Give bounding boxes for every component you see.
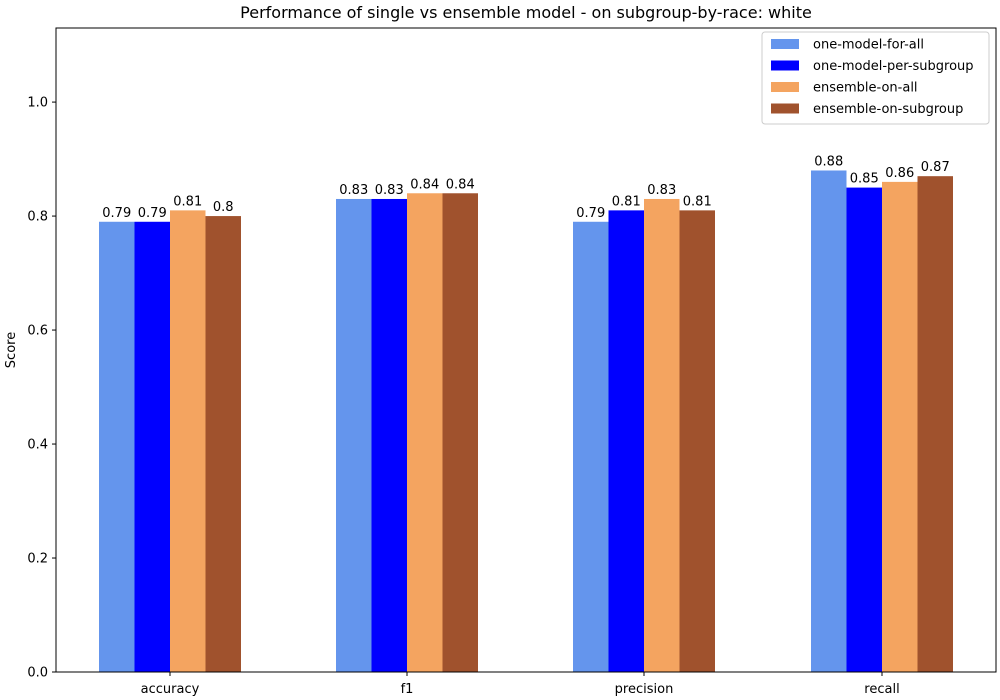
bar-one-model-per-subgroup-accuracy bbox=[134, 221, 170, 672]
legend-box bbox=[761, 31, 990, 125]
legend: one-model-for-all one-model-per-subgroup e… bbox=[761, 31, 990, 125]
y-tick-label: 0.0 bbox=[27, 666, 48, 681]
data-label: 0.86 bbox=[885, 166, 914, 181]
y-tick-label: 0.4 bbox=[27, 438, 48, 453]
y-tick-label: 0.2 bbox=[27, 552, 48, 567]
y-tick-label: 1.0 bbox=[27, 96, 48, 111]
data-label: 0.79 bbox=[576, 206, 605, 221]
data-label: 0.83 bbox=[647, 183, 676, 198]
data-label: 0.81 bbox=[612, 194, 641, 209]
bars-layer bbox=[99, 170, 953, 673]
y-tick-label: 0.8 bbox=[27, 210, 48, 225]
legend-swatch-ensemble-on-all bbox=[771, 82, 799, 92]
data-label: 0.84 bbox=[410, 177, 439, 192]
bar-one-model-per-subgroup-precision bbox=[608, 210, 644, 672]
bar-one-model-for-all-recall bbox=[811, 170, 847, 673]
chart-title: Performance of single vs ensemble model … bbox=[240, 3, 812, 22]
legend-entry-ensemble-on-subgroup: ensemble-on-subgroup bbox=[813, 102, 963, 117]
bar-ensemble-on-subgroup-precision bbox=[679, 210, 715, 672]
data-label: 0.81 bbox=[173, 194, 202, 209]
data-label: 0.79 bbox=[138, 206, 167, 221]
y-tick-label: 0.6 bbox=[27, 324, 48, 339]
x-tick-label: recall bbox=[864, 682, 899, 697]
legend-swatch-one-model-for-all bbox=[771, 39, 799, 49]
bar-ensemble-on-all-precision bbox=[644, 198, 680, 672]
data-labels-layer: 0.79 0.83 0.79 0.88 0.79 0.83 0.81 0.85 0.81 0.84… bbox=[102, 154, 949, 220]
bar-ensemble-on-subgroup-recall bbox=[917, 176, 953, 672]
data-label: 0.8 bbox=[213, 200, 234, 215]
bar-ensemble-on-subgroup-f1 bbox=[442, 193, 478, 672]
bar-one-model-for-all-precision bbox=[573, 221, 609, 672]
legend-entry-one-model-for-all: one-model-for-all bbox=[813, 38, 924, 53]
data-label: 0.83 bbox=[339, 183, 368, 198]
data-label: 0.87 bbox=[921, 160, 950, 175]
bar-ensemble-on-subgroup-accuracy bbox=[205, 216, 241, 672]
x-tick-label: precision bbox=[615, 682, 674, 697]
bar-one-model-per-subgroup-recall bbox=[846, 187, 882, 672]
data-label: 0.88 bbox=[814, 154, 843, 169]
bar-ensemble-on-all-f1 bbox=[407, 193, 443, 672]
data-label: 0.84 bbox=[446, 177, 475, 192]
axes-layer: 0.0 0.2 0.4 0.6 0.8 1.0 accuracy f1 precision rec… bbox=[27, 27, 997, 697]
y-axis-label: Score bbox=[4, 332, 19, 368]
legend-swatch-one-model-per-subgroup bbox=[771, 60, 799, 71]
legend-entry-one-model-per-subgroup: one-model-per-subgroup bbox=[813, 59, 974, 74]
bar-ensemble-on-all-recall bbox=[882, 181, 918, 672]
x-tick-label: f1 bbox=[401, 682, 414, 697]
bar-one-model-for-all-f1 bbox=[336, 198, 372, 672]
bar-one-model-for-all-accuracy bbox=[99, 221, 135, 672]
data-label: 0.83 bbox=[375, 183, 404, 198]
data-label: 0.79 bbox=[102, 206, 131, 221]
plot-frame bbox=[55, 27, 997, 673]
data-label: 0.85 bbox=[850, 172, 879, 187]
legend-entry-ensemble-on-all: ensemble-on-all bbox=[813, 81, 918, 96]
bar-one-model-per-subgroup-f1 bbox=[371, 198, 407, 672]
bar-ensemble-on-all-accuracy bbox=[170, 210, 206, 672]
legend-swatch-ensemble-on-subgroup bbox=[771, 103, 799, 114]
data-label: 0.81 bbox=[683, 194, 712, 209]
x-tick-label: accuracy bbox=[141, 682, 200, 697]
